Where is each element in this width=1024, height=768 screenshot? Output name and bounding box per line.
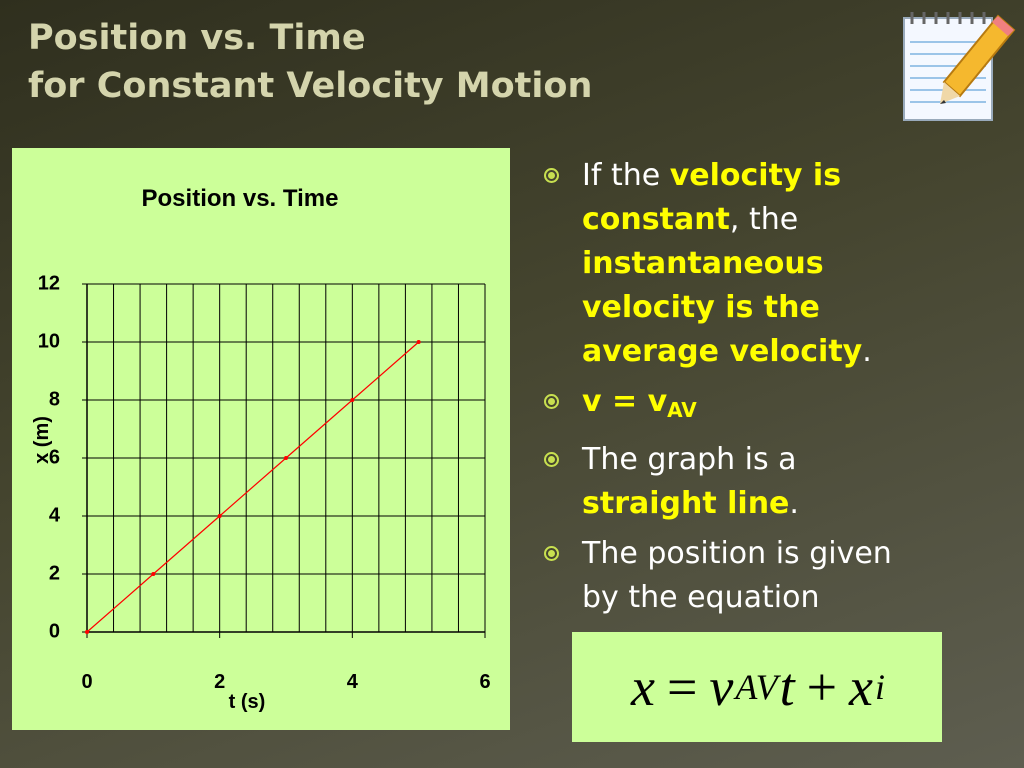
bullet-text: .	[789, 486, 799, 521]
equation-part: i	[875, 667, 886, 707]
y-tick-label: 4	[49, 504, 61, 526]
bullet-text: The graph is a	[582, 442, 797, 477]
chart: Position vs. Time t (s) x (m) 0 2 4 6 8 10 12 0…	[12, 148, 510, 730]
data-point	[151, 572, 156, 576]
x-axis-label: t (s)	[229, 691, 266, 713]
equation-part: v	[709, 657, 734, 717]
data-point	[416, 340, 421, 344]
data-point	[217, 514, 222, 518]
bullet-text: AV	[667, 398, 697, 422]
bullet-text: , the	[729, 202, 799, 237]
bullet: If the velocity is constant, the instant…	[540, 154, 910, 374]
x-tick-label: 6	[479, 671, 490, 693]
y-tick-label: 6	[49, 446, 60, 468]
y-tick-label: 0	[49, 620, 60, 642]
slide-title: Position vs. Time for Constant Velocity …	[28, 14, 592, 110]
bullet-text: instantaneous velocity is the average ve…	[582, 246, 863, 369]
y-tick-label: 2	[49, 562, 60, 584]
equation-part: x	[849, 657, 874, 717]
bullet-text: .	[862, 334, 872, 369]
equation-part: t	[779, 657, 795, 717]
y-axis-label: x (m)	[31, 416, 53, 464]
data-point	[85, 630, 89, 634]
data-point	[350, 398, 355, 402]
title-line: Position vs. Time	[28, 18, 366, 58]
equation-part: AV	[735, 667, 778, 707]
bullet-text: If the	[582, 158, 670, 193]
title-line: for Constant Velocity Motion	[28, 66, 593, 106]
equation-part: +	[806, 657, 838, 717]
bullet-text: straight line	[582, 486, 790, 521]
chart-title: Position vs. Time	[142, 185, 339, 212]
y-tick-label: 8	[49, 388, 60, 410]
bullet: The position is given by the equation	[540, 532, 910, 620]
y-tick-label: 12	[38, 272, 60, 294]
x-tick-label: 0	[81, 671, 92, 693]
bullet-text: The position is given by the equation	[582, 536, 892, 615]
notepad-icon	[903, 12, 1016, 121]
y-tick-label: 10	[38, 330, 60, 352]
equation-part: =	[666, 657, 698, 717]
bullet: v = vAV	[540, 380, 910, 432]
data-line	[86, 341, 420, 633]
data-point	[284, 456, 288, 460]
x-tick-label: 4	[347, 671, 359, 693]
x-tick-label: 2	[214, 671, 225, 693]
bullet-text: v = v	[582, 384, 668, 419]
chart-background	[12, 148, 510, 730]
equation-part: x	[630, 657, 655, 717]
bullet-list: If the velocity is constant, the instant…	[540, 154, 910, 626]
bullet: The graph is a straight line.	[540, 438, 910, 526]
bullet-text: velocity is constant	[582, 158, 842, 237]
equation-box: x = v AV t + x i	[572, 632, 942, 742]
